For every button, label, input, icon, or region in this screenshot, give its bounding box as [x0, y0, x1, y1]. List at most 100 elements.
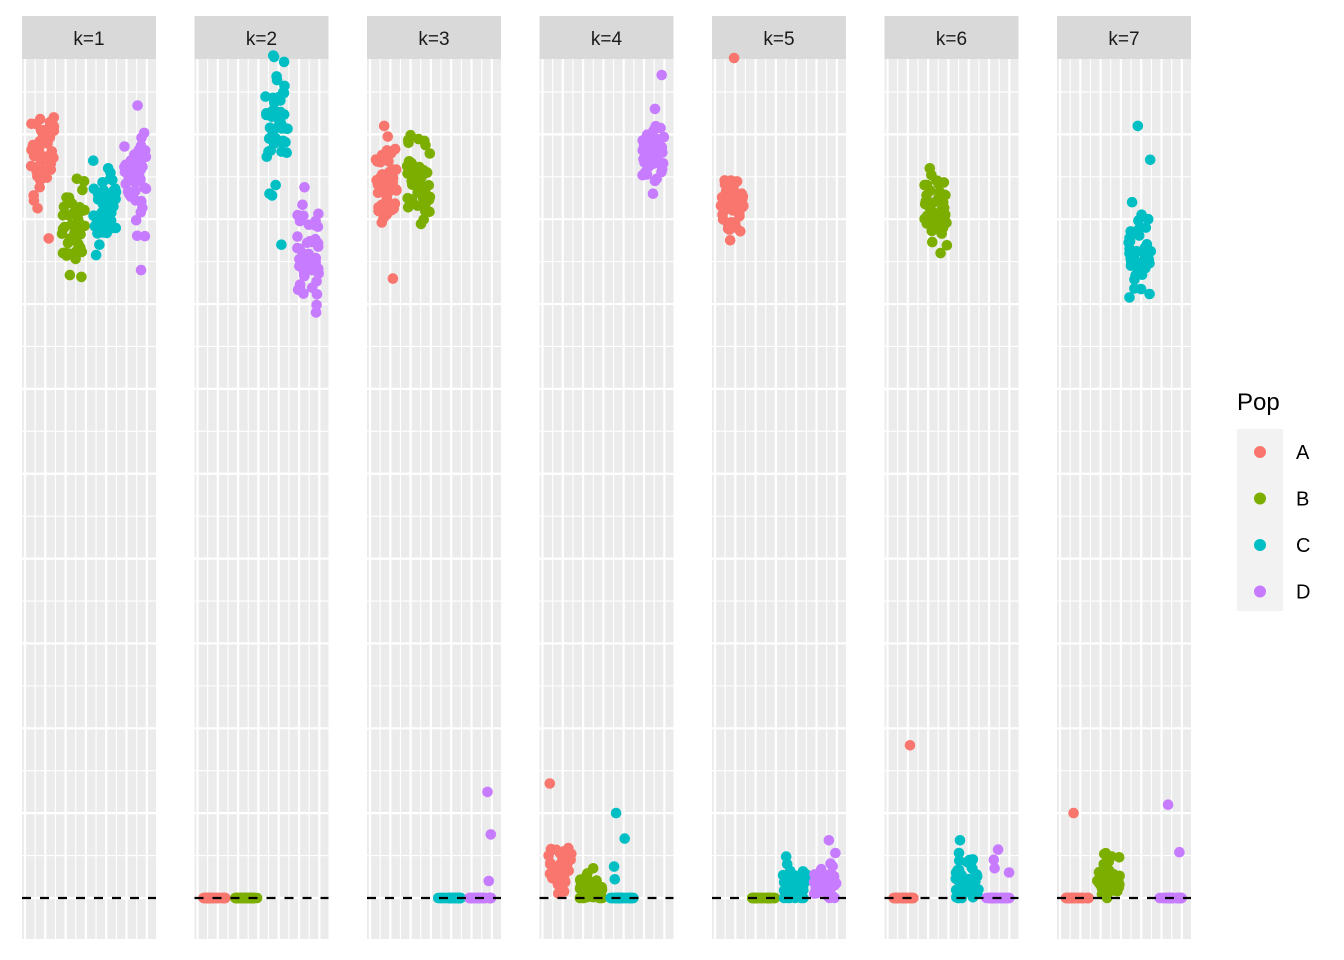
data-point-outlier — [935, 247, 946, 259]
facet-panels: k=1 k=2 k=3 k=4 k=5 k=6 k=7 — [22, 16, 1191, 939]
data-point — [941, 240, 953, 251]
data-point — [32, 148, 43, 160]
data-point — [382, 131, 394, 142]
data-point — [560, 847, 572, 858]
data-point — [717, 214, 729, 225]
data-point — [1136, 246, 1147, 257]
data-point — [136, 132, 147, 144]
legend-label-D: D — [1296, 582, 1310, 604]
data-point — [797, 880, 809, 892]
data-point — [303, 252, 315, 264]
data-point — [734, 208, 745, 220]
data-point — [1099, 848, 1110, 860]
data-point — [1108, 869, 1119, 880]
data-point — [731, 176, 743, 187]
data-point — [391, 184, 402, 195]
data-point — [137, 161, 148, 172]
data-point — [376, 217, 388, 228]
data-point — [128, 186, 140, 197]
data-point — [938, 177, 950, 188]
data-point — [558, 871, 570, 883]
facet-strip-label: k=7 — [1108, 29, 1139, 50]
data-point-outlier — [264, 188, 275, 199]
series-k6-A — [888, 740, 919, 904]
data-point — [373, 205, 384, 217]
legend-label-B: B — [1296, 489, 1309, 511]
data-point — [96, 207, 107, 219]
data-point — [374, 178, 386, 189]
data-point — [389, 198, 401, 209]
data-point — [64, 269, 76, 281]
series-k1-D — [119, 100, 152, 276]
facet-strip — [367, 16, 501, 59]
data-point — [972, 887, 983, 899]
legend-key-A — [1254, 446, 1266, 458]
data-point — [375, 156, 386, 168]
data-point-outlier — [378, 120, 390, 132]
data-point — [637, 169, 648, 181]
data-point-outlier — [989, 863, 1000, 874]
data-point-outlier — [1143, 213, 1154, 225]
series-k1-C — [88, 155, 122, 261]
data-point — [278, 56, 290, 68]
data-point-outlier — [656, 69, 667, 81]
facet-strip — [712, 16, 846, 59]
data-point-outlier — [608, 861, 620, 872]
data-point — [596, 882, 608, 893]
data-point — [67, 232, 79, 244]
data-point — [40, 153, 51, 164]
data-point — [57, 210, 69, 221]
data-point — [56, 228, 68, 239]
data-point — [558, 886, 570, 897]
data-point — [43, 233, 54, 244]
data-point — [657, 158, 669, 169]
data-point — [131, 230, 143, 242]
data-point — [652, 133, 664, 145]
data-point — [267, 127, 279, 138]
data-point — [1068, 892, 1079, 904]
data-point-outlier — [135, 264, 147, 276]
data-point — [410, 178, 422, 189]
data-point-outlier — [1162, 799, 1174, 810]
data-point-outlier — [48, 112, 60, 123]
series-k7-C — [1123, 120, 1157, 303]
data-point — [1125, 257, 1137, 269]
data-point — [546, 866, 558, 877]
data-point — [406, 157, 418, 169]
data-point — [109, 183, 121, 194]
data-point-outlier — [610, 807, 622, 819]
data-point — [1094, 872, 1106, 883]
facet-strip — [194, 16, 329, 59]
data-point — [90, 249, 102, 261]
data-point — [140, 183, 152, 195]
data-point-outlier — [619, 833, 630, 844]
data-point — [110, 222, 122, 234]
series-k3-A — [370, 120, 402, 284]
series-k6-B — [919, 163, 953, 259]
data-point — [938, 197, 949, 208]
data-point — [1130, 270, 1141, 281]
data-point — [413, 133, 424, 145]
data-point — [130, 215, 142, 226]
data-point — [270, 179, 282, 191]
series-k5-A — [715, 52, 749, 246]
series-k2-D — [292, 182, 325, 318]
point-layer — [198, 50, 325, 904]
data-point-outlier — [587, 863, 599, 874]
data-point — [124, 162, 136, 174]
data-point — [133, 171, 145, 182]
data-point-outlier — [139, 230, 151, 242]
data-point — [642, 157, 653, 168]
data-point — [26, 118, 37, 130]
data-point — [420, 205, 431, 217]
data-point — [292, 231, 303, 242]
data-point-outlier — [482, 786, 493, 798]
data-point-outlier — [1174, 846, 1185, 858]
data-point — [825, 858, 836, 869]
data-point-outlier — [992, 844, 1004, 855]
data-point — [280, 136, 291, 148]
facet-strip-label: k=4 — [591, 29, 623, 50]
data-point — [485, 892, 497, 904]
data-point — [278, 87, 290, 99]
data-point — [311, 299, 322, 311]
